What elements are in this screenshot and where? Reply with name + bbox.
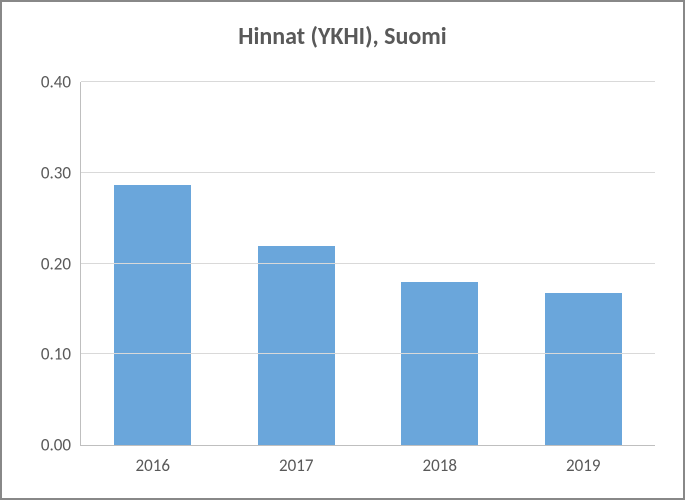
y-tick-label: 0.20 — [41, 253, 81, 274]
y-tick-label: 0.00 — [41, 435, 81, 456]
bar — [401, 282, 478, 445]
x-tick-label: 2019 — [566, 445, 600, 476]
bar — [545, 293, 622, 445]
plot-area: 2016201720182019 0.000.100.200.300.40 — [80, 82, 655, 446]
x-tick-label: 2017 — [279, 445, 313, 476]
gridline — [81, 81, 655, 82]
gridline — [81, 172, 655, 173]
bar-slot: 2018 — [368, 82, 512, 445]
chart-title: Hinnat (YKHI), Suomi — [2, 2, 683, 59]
gridline — [81, 353, 655, 354]
bar — [258, 246, 335, 445]
y-tick-label: 0.30 — [41, 162, 81, 183]
bars-layer: 2016201720182019 — [81, 82, 655, 445]
bar-slot: 2017 — [225, 82, 369, 445]
plot-wrap: 2016201720182019 0.000.100.200.300.40 — [80, 82, 655, 446]
gridline — [81, 263, 655, 264]
bar-slot: 2016 — [81, 82, 225, 445]
bar-slot: 2019 — [512, 82, 656, 445]
x-tick-label: 2016 — [136, 445, 170, 476]
y-tick-label: 0.40 — [41, 72, 81, 93]
x-tick-label: 2018 — [423, 445, 457, 476]
bar — [114, 185, 191, 445]
y-tick-label: 0.10 — [41, 344, 81, 365]
chart-frame: Hinnat (YKHI), Suomi 2016201720182019 0.… — [0, 0, 685, 500]
